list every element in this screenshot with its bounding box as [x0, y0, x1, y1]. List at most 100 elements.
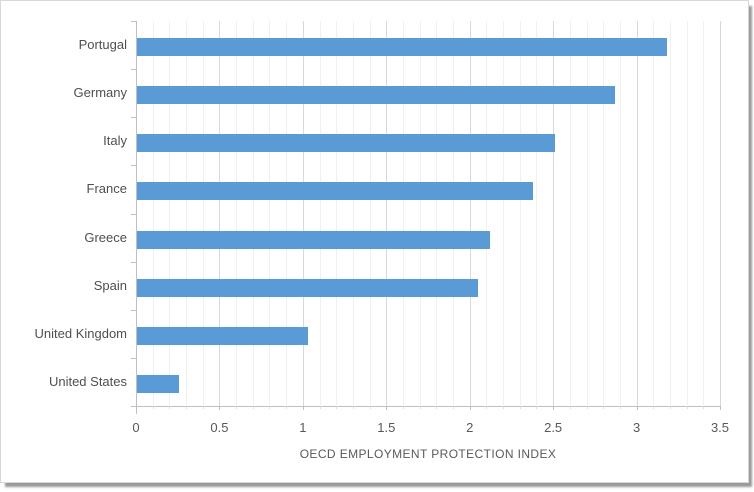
x-axis-minor-tick: [586, 406, 588, 409]
minor-gridline: [503, 21, 505, 406]
minor-gridline: [619, 21, 621, 406]
major-gridline: [720, 21, 721, 406]
minor-gridline: [236, 21, 238, 406]
x-axis-minor-tick: [536, 406, 538, 409]
minor-gridline: [202, 21, 204, 406]
x-axis-minor-tick: [152, 406, 154, 409]
x-axis-minor-tick: [453, 406, 455, 409]
category-label: Italy: [103, 133, 127, 149]
bar-greece: [136, 230, 490, 249]
minor-gridline: [252, 21, 254, 406]
x-axis-minor-tick: [269, 406, 271, 409]
minor-gridline: [419, 21, 421, 406]
x-axis-minor-tick: [336, 406, 338, 409]
x-axis-minor-tick: [603, 406, 605, 409]
x-tick-label: 3.5: [710, 420, 730, 435]
x-axis-minor-tick: [619, 406, 621, 409]
minor-gridline: [703, 21, 705, 406]
x-axis-minor-tick: [236, 406, 238, 409]
x-tick-label: 2: [466, 420, 474, 435]
y-axis-tick: [131, 69, 136, 71]
major-gridline: [469, 21, 471, 406]
minor-gridline: [669, 21, 671, 406]
x-axis-minor-tick: [519, 406, 521, 409]
x-axis-major-tick: [386, 406, 388, 410]
category-label: Spain: [93, 277, 127, 293]
x-axis-minor-tick: [419, 406, 421, 409]
x-axis-minor-tick: [669, 406, 671, 409]
x-axis-minor-tick: [653, 406, 655, 409]
x-axis-minor-tick: [486, 406, 488, 409]
x-tick-label: 0.5: [210, 420, 229, 435]
x-axis-minor-tick: [436, 406, 438, 409]
minor-gridline: [686, 21, 688, 406]
x-axis-minor-tick: [252, 406, 254, 409]
major-gridline: [302, 21, 304, 406]
bar-italy: [136, 134, 555, 153]
y-axis-tick: [131, 357, 136, 359]
category-label: Germany: [73, 85, 127, 101]
minor-gridline: [352, 21, 354, 406]
category-label: United Kingdom: [34, 325, 128, 341]
minor-gridline: [269, 21, 271, 406]
bar-portugal: [136, 38, 667, 57]
x-axis-minor-tick: [503, 406, 505, 409]
x-axis-minor-tick: [402, 406, 404, 409]
bar-germany: [136, 86, 615, 105]
x-tick-label: 0: [132, 420, 140, 435]
minor-gridline: [536, 21, 538, 406]
major-gridline: [636, 21, 638, 406]
chart-frame: Portugal Germany Italy France Greece Spain Uni…: [0, 0, 749, 483]
minor-gridline: [653, 21, 655, 406]
minor-gridline: [369, 21, 371, 406]
x-tick-label: 3: [632, 420, 641, 435]
x-axis-crossing-tick: [136, 406, 137, 414]
bar-united-states: [136, 374, 180, 393]
x-axis-minor-tick: [569, 406, 571, 409]
x-axis-minor-tick: [319, 406, 321, 409]
x-axis-minor-tick: [202, 406, 204, 409]
x-axis-minor-tick: [169, 406, 171, 409]
x-axis-major-tick: [302, 406, 304, 410]
minor-gridline: [402, 21, 404, 406]
minor-gridline: [519, 21, 521, 406]
x-axis-major-tick: [469, 406, 471, 410]
x-axis-minor-tick: [686, 406, 688, 409]
x-axis-line: [136, 406, 720, 407]
x-axis-minor-tick: [352, 406, 354, 409]
y-axis-tick: [131, 406, 136, 407]
x-axis-minor-tick: [186, 406, 188, 409]
category-label: Portugal: [78, 37, 127, 52]
minor-gridline: [152, 21, 154, 406]
y-axis-tick: [131, 117, 136, 119]
plot-area: [136, 21, 721, 406]
minor-gridline: [336, 21, 338, 406]
bar-france: [136, 182, 534, 201]
minor-gridline: [453, 21, 455, 406]
x-axis-major-tick: [553, 406, 555, 410]
x-axis-minor-tick: [703, 406, 705, 409]
y-axis-tick: [131, 213, 136, 215]
category-label: United States: [48, 373, 127, 389]
y-axis-tick: [131, 261, 136, 263]
x-axis-title: OECD EMPLOYMENT PROTECTION INDEX: [299, 447, 557, 461]
x-axis-major-tick: [720, 406, 721, 410]
minor-gridline: [603, 21, 605, 406]
y-axis-tick: [131, 309, 136, 311]
x-tick-label: 1.5: [377, 420, 396, 435]
bar-united-kingdom: [136, 326, 308, 345]
minor-gridline: [286, 21, 288, 406]
x-axis-major-tick: [636, 406, 638, 410]
minor-gridline: [169, 21, 171, 406]
x-tick-label: 2.5: [544, 420, 563, 435]
minor-gridline: [486, 21, 488, 406]
x-axis-minor-tick: [369, 406, 371, 409]
y-axis-tick: [131, 21, 136, 22]
major-gridline: [386, 21, 388, 406]
category-label: France: [86, 181, 127, 197]
minor-gridline: [186, 21, 188, 406]
minor-gridline: [569, 21, 571, 406]
category-label: Greece: [84, 229, 127, 245]
y-axis-line: [136, 21, 137, 406]
